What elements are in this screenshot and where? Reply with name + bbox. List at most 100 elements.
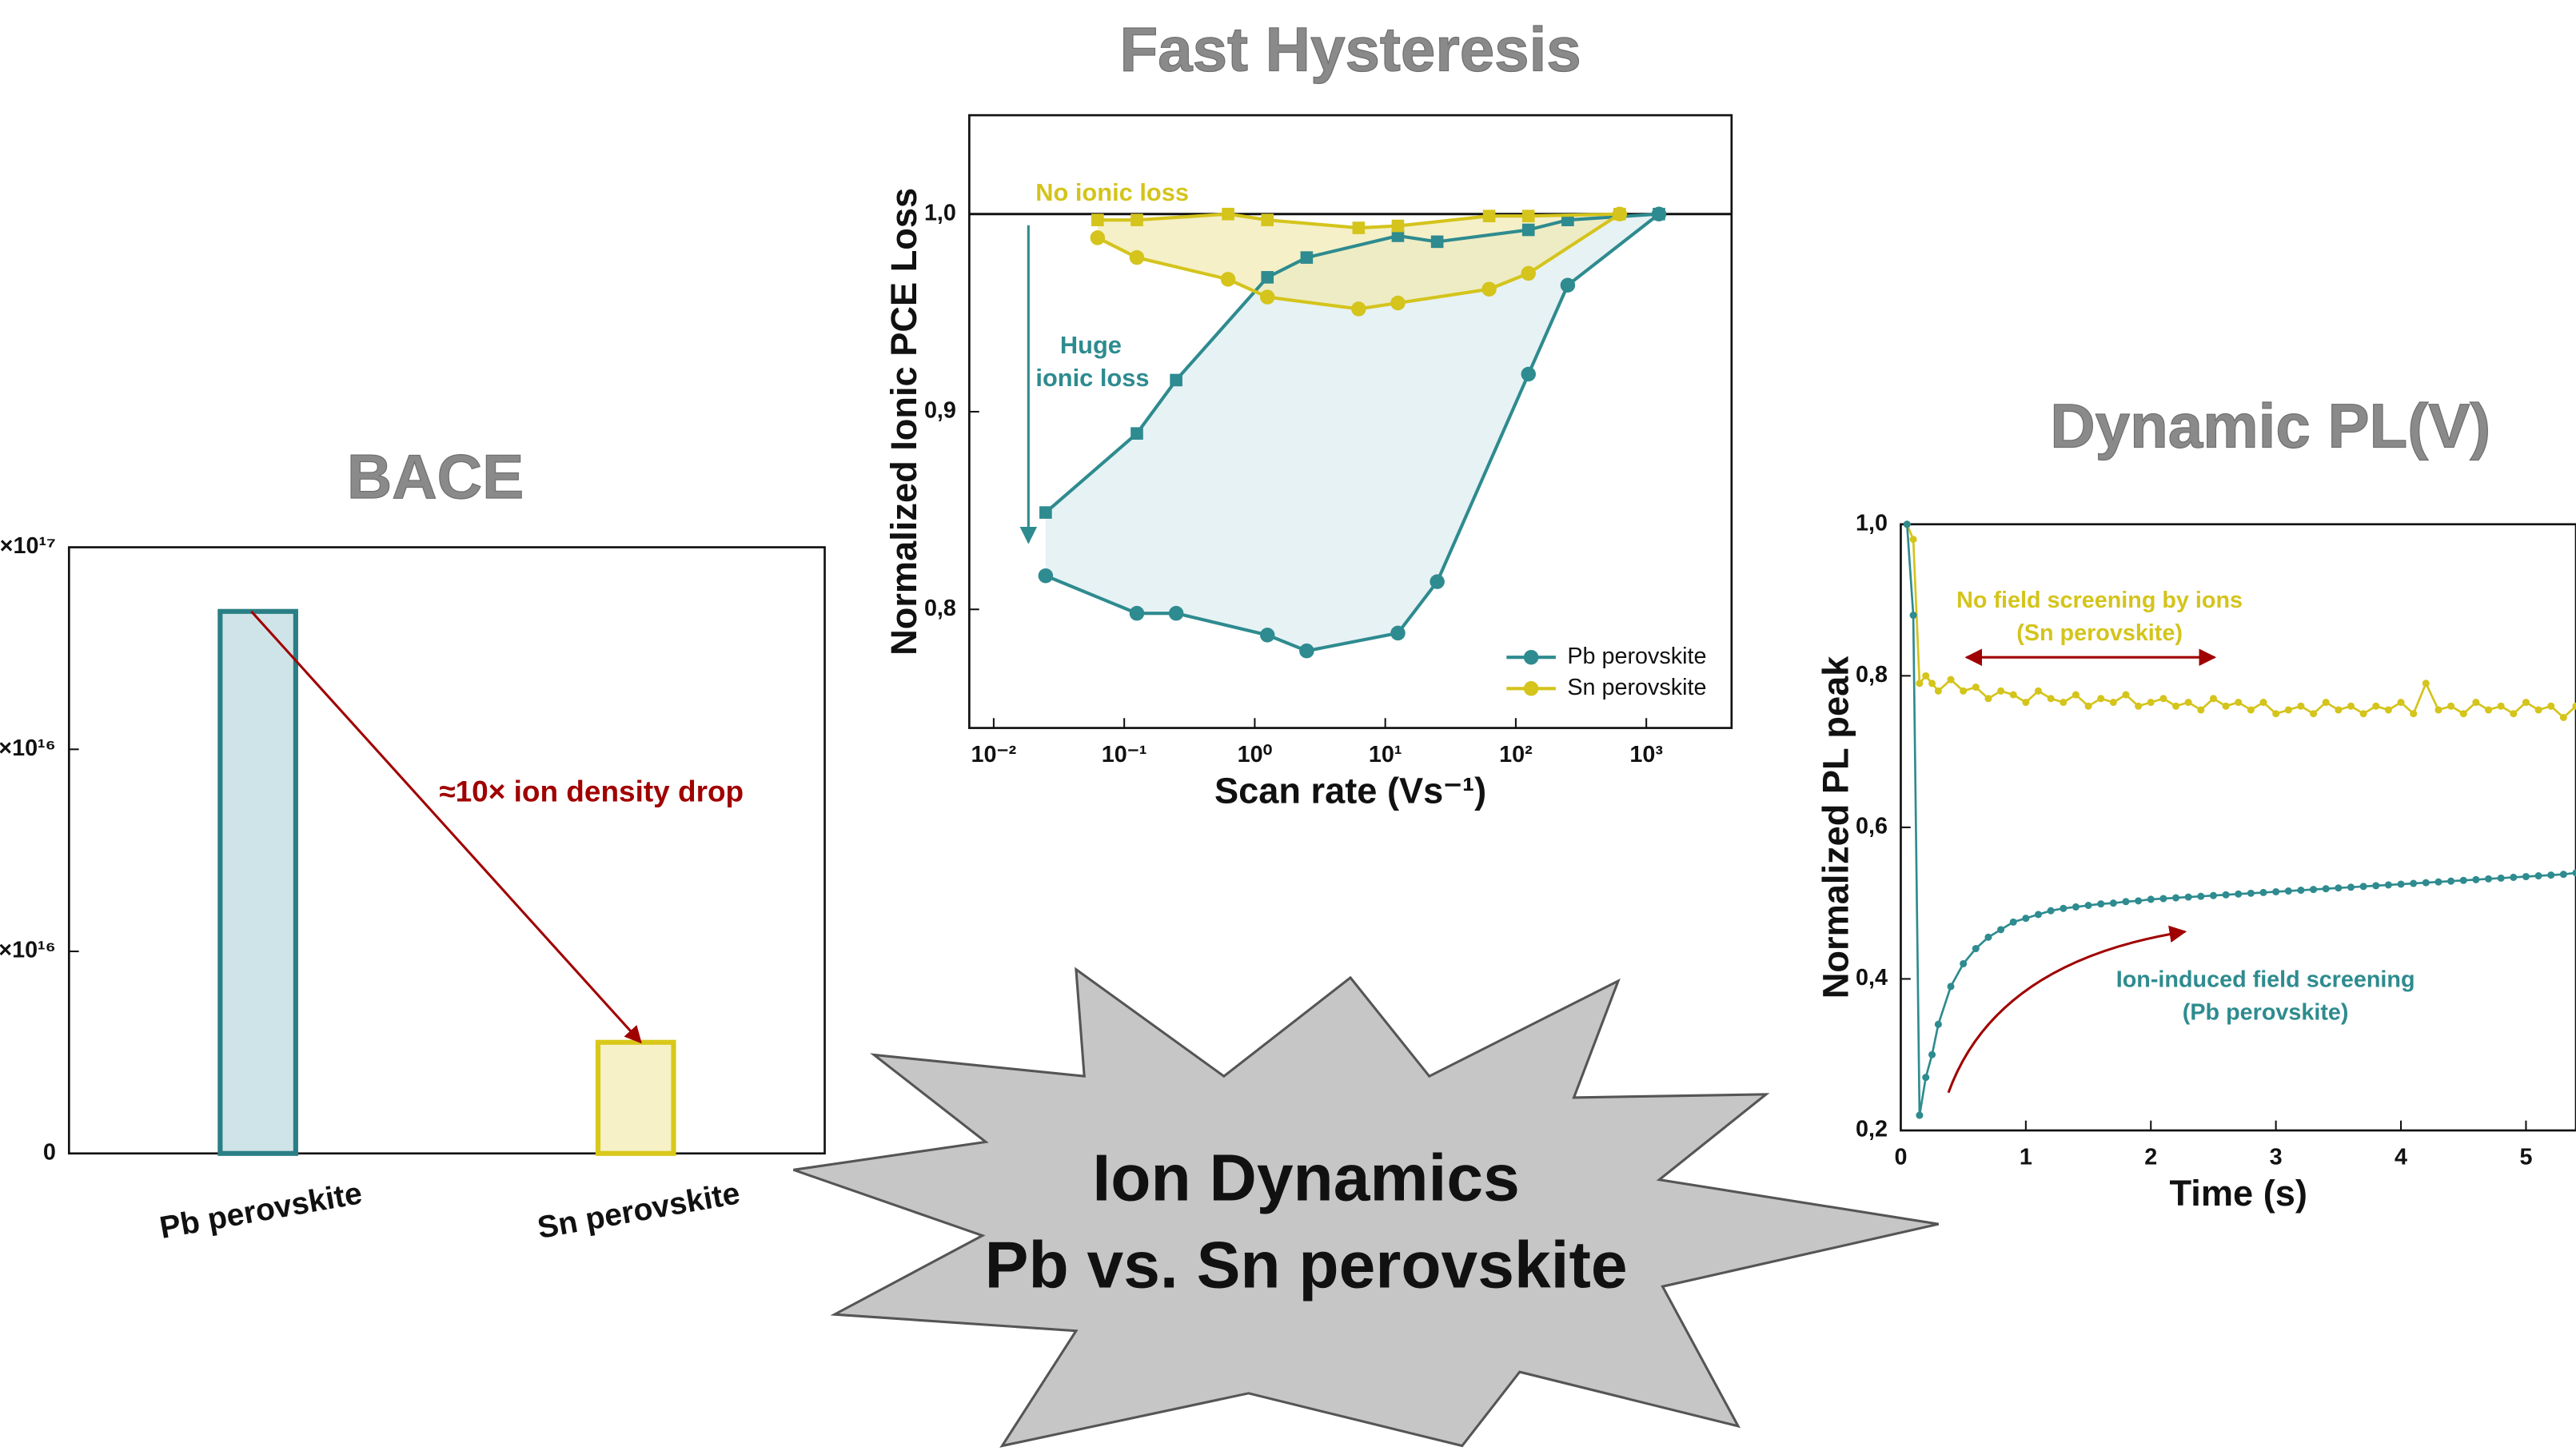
x-tick-label: Pb perovskite xyxy=(158,1176,365,1246)
point xyxy=(2235,698,2243,707)
point xyxy=(2510,873,2518,881)
point xyxy=(2522,698,2530,707)
annotation: Ion-induced field screening xyxy=(2116,967,2415,993)
point xyxy=(2259,888,2267,896)
x-tick-label: 10⁻² xyxy=(971,742,1017,767)
point xyxy=(1130,427,1143,440)
x-tick-label: 0 xyxy=(1894,1145,1907,1170)
point xyxy=(2060,904,2068,912)
legend-label: Pb perovskite xyxy=(1567,644,1706,669)
point xyxy=(2209,891,2217,899)
point xyxy=(1984,695,1992,703)
point xyxy=(2097,900,2105,908)
point xyxy=(2109,899,2117,907)
y-tick-label: 1,0 xyxy=(1856,510,1888,536)
point xyxy=(1220,272,1236,287)
point xyxy=(1090,230,1106,245)
point xyxy=(2109,698,2117,707)
annotation: ≈10× ion density drop xyxy=(439,775,744,808)
point xyxy=(2135,897,2143,905)
point xyxy=(2310,710,2318,718)
point xyxy=(2572,702,2576,710)
point xyxy=(2047,907,2055,915)
point xyxy=(2497,702,2505,710)
point xyxy=(2235,890,2243,898)
x-tick-label: 5 xyxy=(2519,1145,2532,1170)
point xyxy=(2297,702,2305,710)
point xyxy=(2084,702,2092,710)
point xyxy=(1352,221,1366,234)
plot-frame xyxy=(67,546,826,1155)
point xyxy=(2434,706,2442,714)
point xyxy=(2197,706,2205,714)
point xyxy=(2022,698,2030,707)
point xyxy=(1947,676,1955,684)
point xyxy=(2172,894,2180,902)
point xyxy=(1521,265,1536,281)
point xyxy=(2559,871,2567,879)
point xyxy=(2497,874,2505,882)
x-tick-label: 10² xyxy=(1499,742,1533,767)
point xyxy=(1972,684,1980,692)
chart-title: BACE xyxy=(347,441,524,512)
point xyxy=(2547,702,2555,710)
point xyxy=(2572,869,2576,877)
series-line xyxy=(1906,524,2576,720)
point xyxy=(1300,251,1314,264)
point xyxy=(1259,289,1275,305)
y-tick-label: 0,8 xyxy=(924,596,956,621)
point xyxy=(2459,710,2467,718)
point xyxy=(2384,881,2392,889)
point xyxy=(2247,706,2255,714)
point xyxy=(2272,710,2280,718)
point xyxy=(2547,871,2555,879)
point xyxy=(1261,213,1274,226)
point xyxy=(2384,706,2392,714)
point xyxy=(1168,605,1184,621)
point xyxy=(2122,691,2130,699)
point xyxy=(1928,1050,1936,1058)
callout-line: Ion Dynamics xyxy=(1092,1142,1519,1214)
point xyxy=(2422,879,2430,887)
point xyxy=(2009,918,2017,926)
point xyxy=(2397,880,2405,888)
point xyxy=(2522,872,2530,881)
annotation: ionic loss xyxy=(1035,364,1149,392)
point xyxy=(1259,628,1275,643)
point xyxy=(1170,373,1182,387)
point xyxy=(1613,207,1626,221)
point xyxy=(2259,698,2267,707)
point xyxy=(2510,710,2518,718)
point xyxy=(1922,1074,1930,1082)
point xyxy=(1482,209,1496,223)
point xyxy=(1997,687,2005,695)
point xyxy=(2485,706,2493,714)
point xyxy=(1391,219,1405,233)
point xyxy=(1916,1111,1924,1119)
legend-box xyxy=(1498,639,1729,708)
point xyxy=(2147,698,2155,707)
point xyxy=(2222,891,2230,899)
point xyxy=(1091,213,1104,226)
callout-line: Pb vs. Sn perovskite xyxy=(985,1229,1628,1302)
point xyxy=(2322,698,2330,707)
point xyxy=(2485,875,2493,883)
point xyxy=(1481,281,1497,297)
point xyxy=(2359,710,2367,718)
x-tick-label: 1 xyxy=(2020,1145,2032,1170)
annotation: No ionic loss xyxy=(1035,178,1189,206)
point xyxy=(1521,223,1535,237)
point xyxy=(1222,207,1234,221)
annotation: (Sn perovskite) xyxy=(2016,620,2183,646)
point xyxy=(1129,249,1145,265)
hysteresis-area xyxy=(1045,213,1659,652)
point xyxy=(2209,695,2217,703)
series-line xyxy=(1045,213,1661,653)
point xyxy=(1934,1020,1942,1028)
arrow xyxy=(250,610,642,1044)
point xyxy=(2009,691,2017,699)
y-tick-label: 1,2×10¹⁷ xyxy=(0,533,56,559)
point xyxy=(2147,895,2155,903)
